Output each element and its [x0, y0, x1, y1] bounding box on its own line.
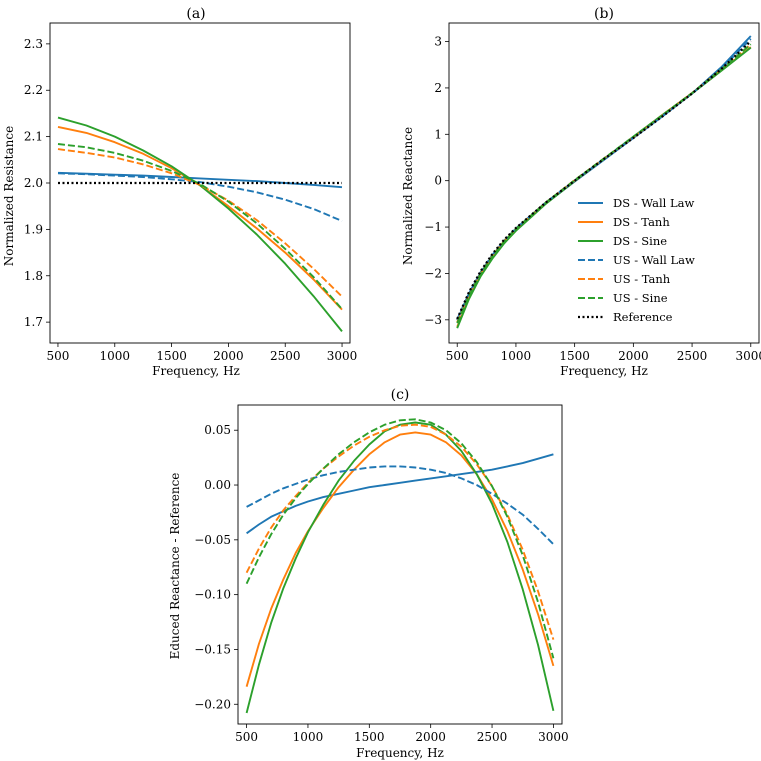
panel-a-y-axis-label: Normalized Resistance	[2, 126, 16, 266]
panel-c-series-ds-tanh	[245, 431, 555, 687]
panel-a-x-tick-label: 2000	[213, 349, 244, 363]
panel-b-title: (b)	[594, 6, 614, 22]
panel-b-y-tick-label: 3	[434, 35, 442, 49]
panel-a-y-tick-label: 2.3	[24, 37, 43, 51]
panel-a-x-tick-label: 500	[47, 349, 70, 363]
panel-a-y-tick-label: 1.8	[24, 269, 43, 283]
panel-b-ticks: 500 1000 1500 2000 2500 3000 −3 −2 −1 0 1 2 3	[424, 35, 761, 363]
panel-a-x-tick-label: 2500	[270, 349, 301, 363]
panel-b-x-tick-label: 3000	[736, 349, 761, 363]
panel-a-series-ds-sine	[57, 116, 343, 332]
panel-c-x-tick-label: 1500	[354, 730, 385, 744]
panel-c-x-axis-label: Frequency, Hz	[356, 746, 444, 760]
panel-b: (b) Frequency, Hz Normalized Reactance 5…	[401, 6, 761, 378]
panel-a-x-tick-label: 3000	[327, 349, 358, 363]
panel-b-y-tick-label: 2	[434, 81, 442, 95]
panel-a-y-tick-label: 2.2	[24, 83, 43, 97]
panel-b-y-axis-label: Normalized Reactance	[401, 127, 415, 265]
panel-b-x-tick-label: 500	[446, 349, 469, 363]
panel-b-x-axis-label: Frequency, Hz	[560, 364, 648, 378]
panel-b-y-tick-label: 1	[434, 127, 442, 141]
legend-label: DS - Sine	[613, 234, 667, 248]
legend-label: Reference	[613, 310, 673, 324]
panel-c-lines	[245, 418, 555, 714]
legend: DS - Wall Law DS - Tanh DS - Sine US - Wall…	[578, 196, 695, 324]
panel-a-series-us-wall-law	[57, 172, 343, 222]
panel-c-x-tick-label: 2000	[415, 730, 446, 744]
panel-c-series-us-tanh	[245, 423, 555, 640]
panel-c-x-tick-label: 3000	[538, 730, 569, 744]
panel-c-title: (c)	[391, 387, 410, 403]
panel-c-y-tick-label: 0.00	[204, 478, 231, 492]
panel-a-lines	[57, 116, 343, 332]
panel-a-y-tick-label: 1.7	[24, 315, 43, 329]
panel-c-y-axis-label: Educed Reactance - Reference	[168, 473, 182, 660]
panel-c-ticks: 500 1000 1500 2000 2500 3000 −0.20 −0.15 −0.10 −0…	[194, 423, 568, 744]
panel-a-y-tick-label: 2.1	[24, 130, 43, 144]
legend-label: DS - Tanh	[613, 215, 670, 229]
panel-c-y-tick-label: −0.10	[194, 588, 231, 602]
panel-a: (a) Frequency, Hz Normalized Resistance …	[2, 6, 357, 378]
panel-b-x-tick-label: 1000	[501, 349, 532, 363]
panel-a-x-tick-label: 1000	[99, 349, 130, 363]
legend-label: US - Tanh	[613, 272, 671, 286]
panel-c-y-tick-label: −0.05	[194, 533, 231, 547]
panel-b-frame	[448, 22, 760, 344]
panel-c-series-us-sine	[245, 418, 555, 659]
panel-b-y-tick-label: −1	[424, 220, 442, 234]
panel-c-y-tick-label: −0.15	[194, 642, 231, 656]
panel-a-x-tick-label: 1500	[156, 349, 187, 363]
panel-a-title: (a)	[186, 6, 205, 22]
panel-c-y-tick-label: 0.05	[204, 423, 231, 437]
panel-c: (c) Frequency, Hz Educed Reactance - Ref…	[168, 387, 569, 760]
panel-c-frame	[237, 404, 563, 725]
panel-c-series-ds-wall-law	[246, 453, 554, 535]
panel-b-x-tick-label: 2500	[677, 349, 708, 363]
legend-label: US - Sine	[613, 291, 668, 305]
panel-b-y-tick-label: −3	[424, 313, 442, 327]
panel-b-lines	[456, 35, 752, 329]
panel-c-y-tick-label: −0.20	[194, 697, 231, 711]
panel-c-series-us-wall-law	[246, 465, 555, 545]
panel-c-x-tick-label: 2500	[477, 730, 508, 744]
panel-b-x-tick-label: 1500	[559, 349, 590, 363]
panel-b-series-reference	[456, 40, 752, 320]
legend-label: US - Wall Law	[613, 253, 695, 267]
panel-a-x-axis-label: Frequency, Hz	[152, 364, 240, 378]
panel-a-y-tick-label: 1.9	[24, 222, 43, 236]
panel-a-y-tick-label: 2.0	[24, 176, 43, 190]
panel-b-y-tick-label: 0	[434, 174, 442, 188]
panel-a-ticks: 500 1000 1500 2000 2500 3000 1.7 1.8 1.9 2.0 2.1 2.…	[24, 37, 357, 363]
panel-b-y-tick-label: −2	[424, 266, 442, 280]
panel-c-x-tick-label: 500	[235, 730, 258, 744]
panel-b-x-tick-label: 2000	[618, 349, 649, 363]
panel-a-frame	[49, 22, 351, 344]
panel-a-series-us-tanh	[57, 148, 343, 298]
panel-a-series-ds-wall-law	[57, 171, 343, 189]
panel-c-x-tick-label: 1000	[293, 730, 324, 744]
legend-label: DS - Wall Law	[613, 196, 694, 210]
